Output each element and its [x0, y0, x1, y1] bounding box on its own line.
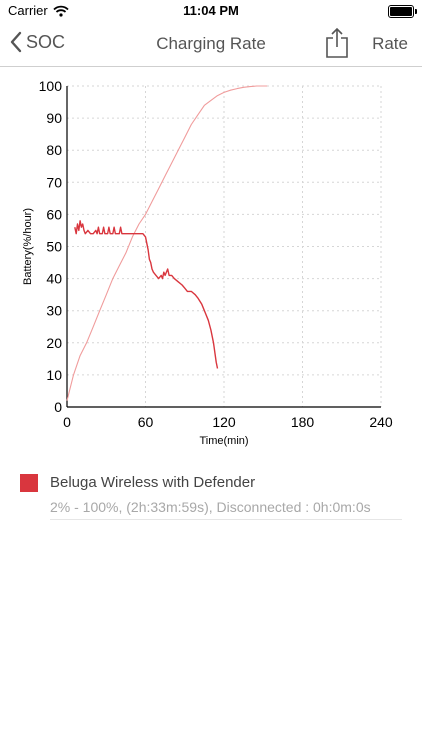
series-line-rate: [74, 220, 219, 369]
legend-swatch: [20, 474, 38, 492]
y-axis-label: Battery(%/hour): [22, 208, 34, 285]
status-time: 11:04 PM: [183, 3, 239, 18]
legend-session-detail: 2% - 100%, (2h:33m:59s), Disconnected : …: [50, 499, 371, 515]
x-axis-label: Time(min): [199, 435, 248, 447]
y-tick-label: 10: [46, 367, 62, 383]
y-tick-label: 20: [46, 335, 62, 351]
charging-rate-chart: 0 10 20 30 40 50 60 70 80 90 100 0 60 120 180 240 Time(m…: [0, 70, 422, 465]
y-tick-label: 80: [46, 142, 62, 158]
rate-button[interactable]: Rate: [372, 34, 408, 53]
x-tick-label: 240: [369, 414, 393, 430]
status-bar: Carrier 11:04 PM: [0, 0, 422, 22]
share-button[interactable]: [325, 27, 349, 64]
chevron-left-icon: [10, 31, 22, 53]
x-tick-label: 60: [138, 414, 154, 430]
x-tick-label: 120: [212, 414, 236, 430]
share-icon: [326, 27, 348, 58]
navigation-bar: SOC Charging Rate Rate: [0, 22, 422, 67]
carrier-label: Carrier: [8, 3, 48, 18]
battery-icon: [388, 5, 417, 18]
y-tick-label: 0: [54, 399, 62, 415]
y-tick-label: 70: [46, 174, 62, 190]
back-button-label: SOC: [26, 31, 66, 52]
page-title: Charging Rate: [156, 34, 266, 53]
series-line-soc: [66, 85, 268, 401]
chart-canvas: 0 10 20 30 40 50 60 70 80 90 100 0 60 120 180 240 Time(m…: [22, 78, 393, 447]
y-tick-label: 50: [46, 239, 62, 255]
x-tick-label: 0: [63, 414, 71, 430]
y-tick-label: 60: [46, 206, 62, 222]
legend-divider: [50, 519, 402, 520]
x-tick-label: 180: [291, 414, 315, 430]
wifi-icon: [53, 4, 69, 22]
y-tick-label: 90: [46, 110, 62, 126]
legend-device-name: Beluga Wireless with Defender: [50, 474, 256, 491]
y-tick-label: 100: [39, 78, 63, 94]
back-button[interactable]: SOC: [10, 31, 65, 53]
y-tick-label: 30: [46, 303, 62, 319]
y-tick-label: 40: [46, 271, 62, 287]
